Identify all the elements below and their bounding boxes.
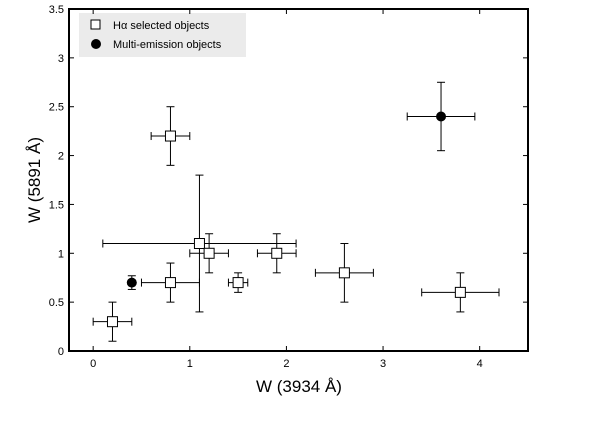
- data-point-halpha: [454, 286, 466, 298]
- y-tick-label: 1: [58, 248, 64, 260]
- plot-frame: [68, 8, 529, 352]
- y-axis-title: W (5891 Å): [25, 137, 44, 223]
- legend-square-marker: [90, 19, 101, 30]
- legend-background: [79, 13, 246, 57]
- y-tick-label: 1.5: [49, 199, 64, 211]
- legend: Hα selected objects Multi-emission objec…: [79, 13, 246, 57]
- y-tick-label: 2: [58, 151, 64, 163]
- data-point-halpha: [203, 247, 215, 259]
- y-tick-label: 3.5: [49, 4, 64, 16]
- data-point-halpha: [193, 238, 205, 250]
- x-tick-label: 0: [90, 358, 96, 370]
- legend-label-multi-emission: Multi-emission objects: [113, 39, 222, 51]
- legend-label-halpha: Hα selected objects: [113, 20, 210, 32]
- data-point-halpha: [164, 130, 176, 142]
- x-tick-label: 3: [380, 358, 386, 370]
- data-point-multi-emission: [126, 277, 137, 288]
- x-tick-label: 1: [187, 358, 193, 370]
- data-point-halpha: [338, 267, 350, 279]
- x-axis-title: W (3934 Å): [256, 377, 342, 396]
- data-point-halpha: [164, 277, 176, 289]
- data-point-halpha: [106, 316, 118, 328]
- x-tick-label: 2: [283, 358, 289, 370]
- y-tick-label: 0: [58, 346, 64, 358]
- y-tick-label: 2.5: [49, 102, 64, 114]
- legend-circle-marker: [91, 39, 101, 49]
- y-tick-label: 3: [58, 53, 64, 65]
- data-point-multi-emission: [436, 111, 447, 122]
- x-tick-label: 4: [477, 358, 483, 370]
- y-tick-label: 0.5: [49, 297, 64, 309]
- data-point-halpha: [232, 277, 244, 289]
- data-point-halpha: [271, 247, 283, 259]
